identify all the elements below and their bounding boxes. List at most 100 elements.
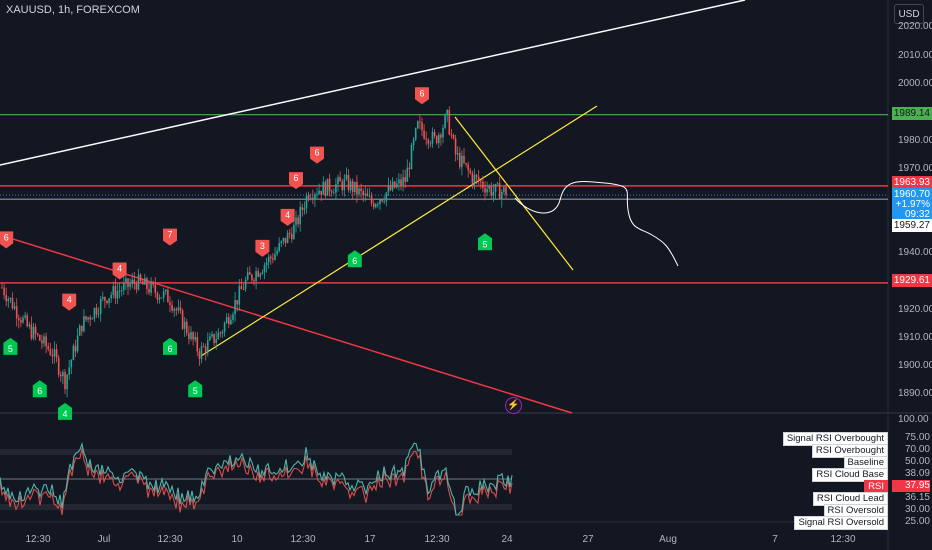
candle-body	[446, 109, 448, 116]
time-label: 12:30	[830, 534, 856, 545]
candle-body	[83, 316, 85, 332]
marker-shape	[310, 146, 324, 164]
candle-body	[301, 207, 304, 210]
candle-body	[53, 349, 56, 357]
candle-body	[343, 178, 346, 191]
candle-body	[129, 283, 131, 287]
candle-body	[78, 325, 81, 336]
marker-shape	[58, 402, 72, 420]
candle-body	[120, 290, 123, 292]
candle-body	[7, 298, 10, 302]
candle-body	[249, 272, 251, 275]
candle-body	[34, 326, 37, 334]
candle-body	[234, 300, 236, 315]
candle-body	[272, 258, 274, 260]
marker-label: 3	[260, 241, 265, 251]
rsi-legend-value: 75.00	[904, 432, 930, 443]
marker-label: 6	[419, 88, 424, 98]
candle-body	[158, 297, 161, 300]
rsi-legend-value: 25.00	[904, 516, 930, 527]
candle-body	[123, 283, 125, 291]
candle-body	[303, 208, 306, 210]
candle-body	[477, 176, 480, 182]
candle-body	[93, 307, 96, 319]
candle-body	[26, 315, 28, 327]
marker-label: 5	[8, 344, 13, 354]
candle-body	[400, 179, 402, 186]
candle-body	[127, 278, 129, 287]
symbol-title[interactable]: XAUUSD, 1h, FOREXCOM	[6, 4, 140, 16]
candle-body	[326, 178, 329, 196]
marker-shape	[163, 337, 177, 355]
candle-body	[255, 271, 257, 282]
red-trendline	[0, 234, 573, 414]
rsi-legend-label: RSI Cloud Lead	[812, 492, 888, 506]
candle-body	[183, 321, 186, 329]
candle-body	[307, 195, 310, 199]
candle-body	[412, 139, 415, 146]
candle-body	[356, 181, 358, 195]
candle-body	[49, 349, 52, 355]
candle-body	[263, 265, 266, 273]
candle-body	[13, 306, 16, 309]
time-label: 12:30	[290, 534, 316, 545]
candle-body	[360, 188, 362, 191]
marker-label: 6	[4, 232, 9, 242]
candle-body	[305, 195, 308, 209]
candle-body	[154, 284, 157, 293]
candle-body	[209, 336, 211, 341]
candle-body	[99, 298, 102, 314]
yellow-trendline	[200, 105, 598, 357]
marker-label: 4	[117, 264, 122, 274]
time-label: 24	[501, 534, 513, 545]
candle-body	[335, 184, 337, 193]
marker-label: 4	[67, 295, 72, 305]
candle-body	[160, 297, 163, 299]
candle-body	[133, 279, 136, 284]
marker-shape	[32, 380, 47, 398]
candle-body	[118, 290, 121, 292]
price-tick: 1980.00	[898, 135, 932, 146]
candle-body	[190, 332, 192, 340]
candle-body	[486, 188, 488, 193]
candle-body	[330, 191, 333, 193]
candle-body	[259, 273, 262, 277]
currency-button[interactable]: USD	[894, 4, 924, 24]
candle-body	[427, 139, 430, 144]
candle-body	[448, 109, 451, 135]
marker-shape	[163, 228, 177, 246]
candle-body	[91, 318, 94, 320]
candle-body	[106, 300, 108, 304]
candle-body	[375, 204, 377, 208]
candle-body	[324, 181, 327, 196]
sell-signal-marker: 6	[415, 87, 429, 105]
buy-signal-marker: 6	[32, 380, 47, 398]
candle-body	[152, 282, 154, 285]
candle-body	[295, 217, 297, 225]
red-level-tag: 1963.93	[892, 176, 932, 189]
candle-body	[24, 315, 26, 318]
candle-body	[435, 136, 438, 144]
candle-body	[20, 320, 22, 323]
marker-shape	[415, 87, 429, 105]
candle-body	[425, 138, 427, 140]
candle-body	[204, 346, 207, 353]
candle-body	[70, 360, 73, 368]
candle-body	[297, 217, 299, 225]
candle-body	[433, 131, 436, 137]
candle-body	[490, 186, 493, 196]
candle-body	[165, 289, 167, 292]
candle-body	[496, 183, 499, 185]
candle-body	[442, 127, 444, 138]
candle-body	[213, 334, 215, 343]
lightning-icon[interactable]: ⚡	[505, 397, 522, 414]
rsi-cloud-line	[0, 448, 513, 516]
candle-body	[364, 193, 367, 196]
marker-shape	[255, 239, 270, 257]
candle-body	[188, 333, 190, 340]
time-label: Jul	[97, 534, 111, 545]
sell-signal-marker: 4	[280, 208, 295, 226]
marker-label: 7	[167, 230, 172, 240]
rsi-legend-value: 70.00	[904, 444, 930, 455]
